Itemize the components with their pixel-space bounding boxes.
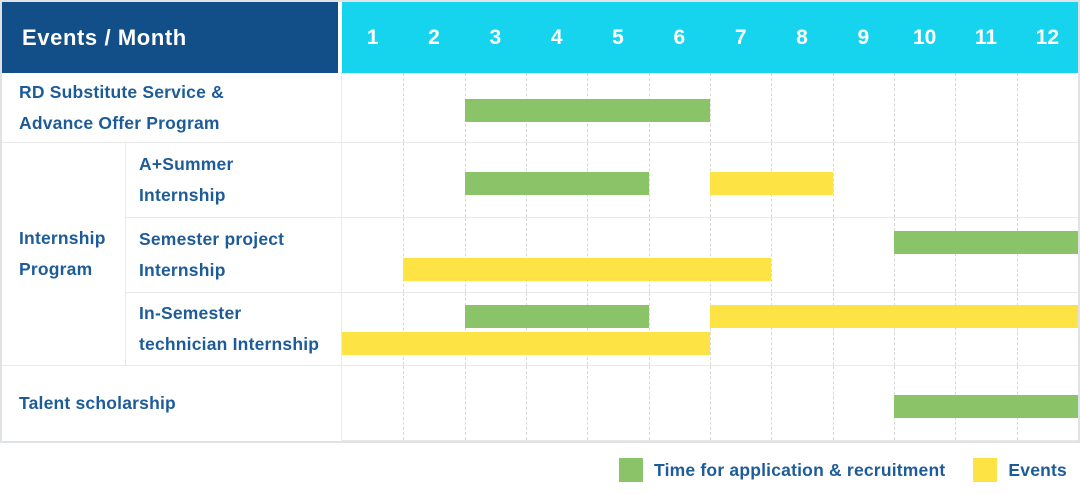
month-label-6: 6	[673, 25, 686, 49]
chart-row-rd-substitute	[342, 73, 1078, 143]
application-swatch-icon	[619, 458, 644, 482]
row-label-line: RD Substitute Service &	[19, 81, 224, 102]
month-gridline	[587, 366, 589, 440]
row-label-semester-project: Semester project Internship	[126, 218, 342, 293]
row-label-rd-substitute: RD Substitute Service & Advance Offer Pr…	[2, 73, 342, 143]
row-label-line: technician Internship	[139, 334, 320, 354]
month-gridline	[832, 366, 834, 440]
month-gridline	[648, 218, 650, 292]
gantt-bar-application	[464, 305, 649, 328]
gantt-bar-application	[894, 231, 1078, 254]
month-gridline	[587, 218, 589, 292]
month-gridline	[955, 218, 957, 292]
month-gridline	[1016, 143, 1018, 217]
group-label-line: Program	[19, 259, 93, 279]
month-gridline	[464, 218, 466, 292]
row-label-line: In-Semester	[139, 303, 242, 323]
month-label-8: 8	[796, 25, 808, 49]
legend-item-events: Events	[973, 458, 1067, 482]
month-gridline	[955, 143, 957, 217]
month-label-3: 3	[489, 25, 502, 49]
month-header-row: 1 2 3 4 5 6 7 8 9 10 11 12	[342, 2, 1078, 73]
group-label-line: Internship	[19, 228, 106, 248]
month-gridline	[403, 293, 405, 365]
month-gridline	[955, 293, 957, 365]
month-gridline	[894, 143, 895, 217]
gantt-bar-event	[710, 305, 1078, 328]
row-label-line: A+Summer	[139, 154, 234, 174]
month-gridline	[771, 293, 773, 365]
events-swatch-icon	[973, 458, 998, 482]
row-label-line: Internship	[139, 185, 226, 205]
month-gridline	[526, 366, 527, 440]
month-gridline	[894, 73, 895, 142]
month-gridline	[832, 293, 834, 365]
month-gridline	[771, 218, 773, 292]
month-label-10: 10	[912, 25, 937, 49]
table-header-corner: Events / Month	[2, 2, 342, 73]
chart-row-in-semester-technician	[342, 293, 1078, 366]
month-gridline	[648, 366, 650, 440]
chart-row-semester-project	[342, 218, 1078, 293]
month-label-5: 5	[612, 25, 624, 49]
month-label-7: 7	[734, 25, 747, 49]
month-label-12: 12	[1035, 25, 1059, 49]
month-gridline	[894, 218, 895, 292]
month-gridline	[1016, 218, 1018, 292]
month-gridline	[464, 293, 466, 365]
month-label-2: 2	[428, 25, 440, 49]
gantt-bar-application	[464, 172, 649, 195]
group-label-internship-program: Internship Program	[2, 143, 126, 366]
gantt-bar-event	[710, 172, 833, 195]
month-gridline	[771, 366, 773, 440]
legend-label-application: Time for application & recruitment	[654, 459, 946, 480]
gantt-bar-application	[464, 99, 710, 122]
month-gridline	[710, 366, 711, 440]
row-label-line: Advance Offer Program	[19, 112, 220, 133]
month-label-9: 9	[857, 25, 870, 49]
month-gridline	[710, 218, 711, 292]
month-gridline	[526, 218, 527, 292]
row-label-talent-scholarship: Talent scholarship	[2, 366, 342, 441]
month-gridline	[464, 366, 466, 440]
month-gridline	[403, 218, 405, 292]
month-gridline	[771, 73, 773, 142]
row-label-in-semester-technician: In-Semester technician Internship	[126, 293, 342, 366]
month-gridline	[1016, 293, 1018, 365]
month-gridline	[955, 73, 957, 142]
month-label-4: 4	[550, 25, 563, 49]
month-gridline	[403, 143, 405, 217]
month-gridline	[832, 218, 834, 292]
gantt-bar-application	[894, 395, 1078, 418]
legend: Time for application & recruitment Event…	[0, 456, 1080, 484]
gantt-bar-event	[403, 258, 772, 281]
month-gridline	[894, 293, 895, 365]
legend-label-events: Events	[1008, 459, 1067, 480]
events-month-table: Events / Month 1 2 3 4 5 6 7 8 9 10 11 12 RD Substi…	[0, 0, 1080, 443]
row-label-line: Semester project	[139, 229, 285, 249]
month-gridline	[710, 73, 711, 142]
month-label-1: 1	[366, 25, 379, 49]
month-gridline	[526, 293, 527, 365]
month-gridline	[648, 293, 650, 365]
row-label-line: Internship	[139, 260, 226, 280]
gantt-bar-event	[342, 332, 710, 355]
month-gridline	[1016, 73, 1018, 142]
month-label-11: 11	[974, 25, 998, 49]
month-gridline	[648, 143, 650, 217]
month-gridline	[403, 366, 405, 440]
chart-row-talent-scholarship	[342, 366, 1078, 441]
month-gridline	[832, 73, 834, 142]
chart-row-a-plus-summer	[342, 143, 1078, 218]
table-title: Events / Month	[22, 24, 187, 50]
row-label-line: Talent scholarship	[19, 393, 176, 413]
row-label-a-plus-summer: A+Summer Internship	[126, 143, 342, 218]
month-gridline	[710, 293, 711, 365]
month-gridline	[832, 143, 834, 217]
legend-item-application: Time for application & recruitment	[619, 458, 945, 482]
month-gridline	[403, 73, 405, 142]
month-gridline	[587, 293, 589, 365]
